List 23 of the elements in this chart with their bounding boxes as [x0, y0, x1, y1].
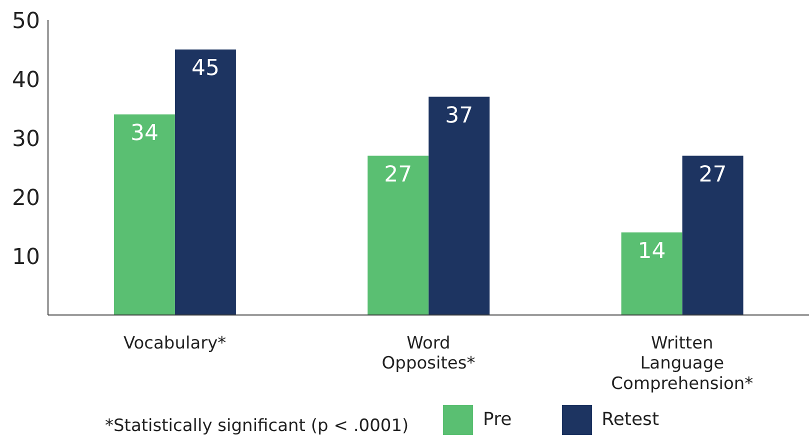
data-label: 27 [698, 162, 727, 188]
y-tick-label: 10 [12, 244, 40, 270]
x-tick-label: Vocabulary* [123, 333, 226, 354]
legend-label: Pre [483, 408, 512, 430]
data-label: 34 [130, 121, 158, 146]
legend-label: Retest [602, 408, 659, 430]
data-label: 45 [191, 56, 220, 82]
y-tick-label: 50 [12, 8, 40, 34]
y-tick-label: 40 [12, 68, 40, 93]
data-label: 14 [638, 239, 666, 264]
data-label: 27 [384, 162, 412, 188]
bar [114, 114, 175, 315]
x-tick-label: Written Language Comprehension* [611, 333, 754, 394]
text: *Statistically significant (p < .0001) [105, 416, 409, 436]
data-label: 37 [445, 103, 474, 128]
y-tick-label: 30 [12, 126, 40, 152]
bar [621, 232, 682, 315]
bar [682, 156, 744, 315]
bar [174, 50, 236, 315]
bar [428, 96, 490, 315]
y-tick-label: 20 [12, 186, 40, 211]
x-tick-label: Word Opposites* [382, 333, 476, 374]
bar [368, 156, 429, 315]
